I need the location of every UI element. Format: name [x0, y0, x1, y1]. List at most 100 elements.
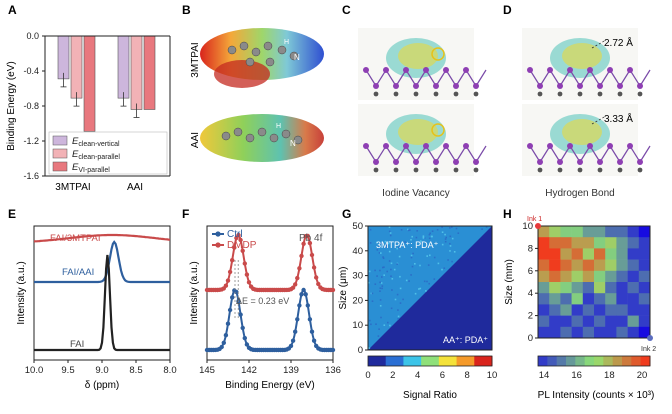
heatmap-cell	[428, 282, 430, 285]
heatmap-cell	[410, 256, 413, 259]
heatmap-cell	[444, 240, 447, 243]
colorbar-tick-label: 14	[539, 370, 550, 381]
heatmap-cell	[638, 270, 651, 283]
panel-letter-e: E	[8, 207, 16, 221]
colorbar-segment	[438, 356, 458, 366]
heatmap-cell	[481, 228, 483, 230]
tick-label: -1.2	[23, 136, 39, 146]
colorbar-tick-label: 16	[571, 370, 582, 381]
heatmap-cell	[389, 234, 392, 237]
lead-atom	[473, 91, 479, 97]
iodine-atom	[597, 159, 603, 165]
heatmap-cell	[383, 274, 385, 276]
bond	[559, 69, 571, 87]
heatmap-cell	[422, 235, 425, 237]
data-point-DMDP	[309, 252, 315, 258]
ink1-marker	[535, 223, 541, 229]
heatmap-cell	[425, 290, 427, 292]
heatmap-cell	[582, 293, 595, 305]
heatmap-cell	[538, 237, 550, 249]
iodine-atom	[473, 83, 479, 89]
heatmap-cell	[638, 326, 651, 339]
data-point-Ctrl	[225, 321, 231, 326]
heatmap-cell	[368, 347, 371, 349]
heatmap-cell	[560, 293, 572, 305]
heatmap-cell	[427, 264, 430, 266]
panel-e-series-label-3: FAI	[70, 339, 84, 350]
charge-density-core	[398, 43, 438, 69]
tick-label: 145	[199, 365, 215, 376]
heatmap-cell	[627, 270, 640, 283]
bond	[415, 69, 427, 87]
heatmap-cell	[411, 235, 413, 238]
bond	[475, 145, 487, 163]
heatmap-cell	[399, 302, 402, 304]
data-point-DMDP	[227, 269, 233, 275]
heatmap-cell	[616, 237, 628, 249]
heatmap-cell	[627, 237, 640, 249]
heatmap-cell	[383, 324, 386, 326]
lead-atom	[453, 167, 459, 173]
data-point-Ctrl	[230, 295, 235, 300]
bond	[405, 69, 417, 87]
lead-atom	[557, 167, 563, 173]
panel-letter-a: A	[8, 3, 17, 17]
atom-label: H	[276, 123, 281, 130]
heatmap-cell	[616, 282, 628, 294]
data-point-DMDP	[307, 240, 313, 246]
heatmap-cell	[582, 259, 595, 272]
heatmap-cell	[418, 288, 420, 290]
iodine-atom	[423, 67, 429, 73]
iodine-atom	[637, 83, 643, 89]
heatmap-cell	[627, 226, 640, 238]
heatmap-cell	[374, 283, 377, 285]
heatmap-cell	[412, 252, 414, 255]
heatmap-cell	[549, 293, 561, 305]
iodine-atom	[413, 83, 419, 89]
bond	[435, 145, 447, 163]
ink1-label: Ink 1	[527, 216, 542, 223]
heatmap-cell	[538, 270, 550, 283]
heatmap-cell	[549, 326, 561, 339]
data-point-DMDP	[297, 266, 302, 271]
legend-label-subscript: clean-parallel	[78, 154, 120, 161]
panel-c-lattice	[363, 38, 487, 173]
heatmap-cell	[429, 254, 431, 257]
tick-label: 10	[522, 221, 533, 232]
bond	[415, 145, 427, 163]
heatmap-cell	[391, 289, 393, 291]
bond	[569, 69, 581, 87]
heatmap-cell	[380, 252, 382, 254]
colorbar-segment	[385, 356, 404, 366]
atom	[251, 47, 261, 57]
data-point-DMDP	[316, 281, 321, 287]
bond	[385, 145, 397, 163]
data-point-DMDP	[301, 241, 306, 246]
data-point-DMDP	[223, 283, 229, 288]
heatmap-cell	[594, 315, 606, 328]
heatmap-cell	[638, 226, 651, 238]
iodine-atom	[557, 83, 563, 89]
tick-label: 0	[528, 333, 533, 344]
panel-a-bar-chart: 0.0-0.4-0.8-1.2-1.6 Binding Energy (eV) …	[6, 31, 171, 193]
lead-atom	[413, 167, 419, 173]
panel-d-caption: Hydrogen Bond	[545, 188, 615, 199]
heatmap-cell	[605, 270, 617, 283]
bar-clean-vertical-3MTPAI	[57, 35, 70, 80]
heatmap-cell	[423, 280, 426, 283]
colorbar-segment	[403, 356, 422, 366]
panel-f-frame	[206, 225, 334, 361]
heatmap-cell	[369, 242, 372, 244]
heatmap-cell	[390, 275, 392, 277]
panel-g-map	[368, 226, 492, 350]
heatmap-cell	[549, 315, 561, 328]
tick-label: 9.5	[61, 365, 74, 376]
bar-VI-parallel-3MTPAI	[83, 35, 96, 132]
colorbar-segment	[594, 356, 604, 366]
data-point-Ctrl	[293, 329, 298, 334]
heatmap-cell	[380, 316, 382, 319]
heatmap-cell	[382, 266, 384, 269]
heatmap-cell	[441, 231, 444, 233]
heatmap-cell	[398, 255, 401, 258]
lead-atom	[453, 91, 459, 97]
